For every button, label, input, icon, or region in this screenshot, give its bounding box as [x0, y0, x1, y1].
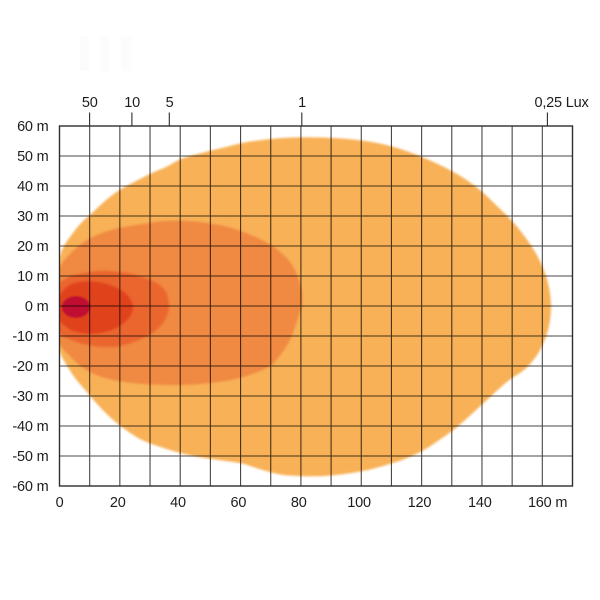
svg-text:20 m: 20 m — [17, 239, 49, 255]
svg-text:-30 m: -30 m — [12, 389, 48, 405]
svg-text:5: 5 — [166, 95, 174, 111]
svg-text:100: 100 — [347, 495, 371, 511]
svg-text:160 m: 160 m — [528, 495, 567, 511]
svg-text:0,25 Lux: 0,25 Lux — [534, 95, 589, 111]
svg-text:30 m: 30 m — [17, 209, 49, 225]
svg-text:10: 10 — [124, 95, 140, 111]
svg-text:80: 80 — [291, 495, 307, 511]
svg-text:40: 40 — [170, 495, 186, 511]
svg-text:40 m: 40 m — [17, 179, 49, 195]
svg-text:120: 120 — [408, 495, 432, 511]
svg-text:0 m: 0 m — [25, 299, 49, 315]
svg-text:50: 50 — [82, 95, 98, 111]
svg-text:140: 140 — [468, 495, 492, 511]
svg-text:-40 m: -40 m — [12, 419, 48, 435]
svg-text:10 m: 10 m — [17, 269, 49, 285]
svg-text:60 m: 60 m — [17, 119, 49, 135]
svg-text:50 m: 50 m — [17, 149, 49, 165]
svg-text:-10 m: -10 m — [12, 329, 48, 345]
svg-text:-50 m: -50 m — [12, 449, 48, 465]
svg-text:-20 m: -20 m — [12, 359, 48, 375]
svg-text:-60 m: -60 m — [12, 479, 48, 495]
svg-text:60: 60 — [231, 495, 247, 511]
svg-text:20: 20 — [110, 495, 126, 511]
svg-text:1: 1 — [298, 95, 306, 111]
svg-text:0: 0 — [56, 495, 64, 511]
